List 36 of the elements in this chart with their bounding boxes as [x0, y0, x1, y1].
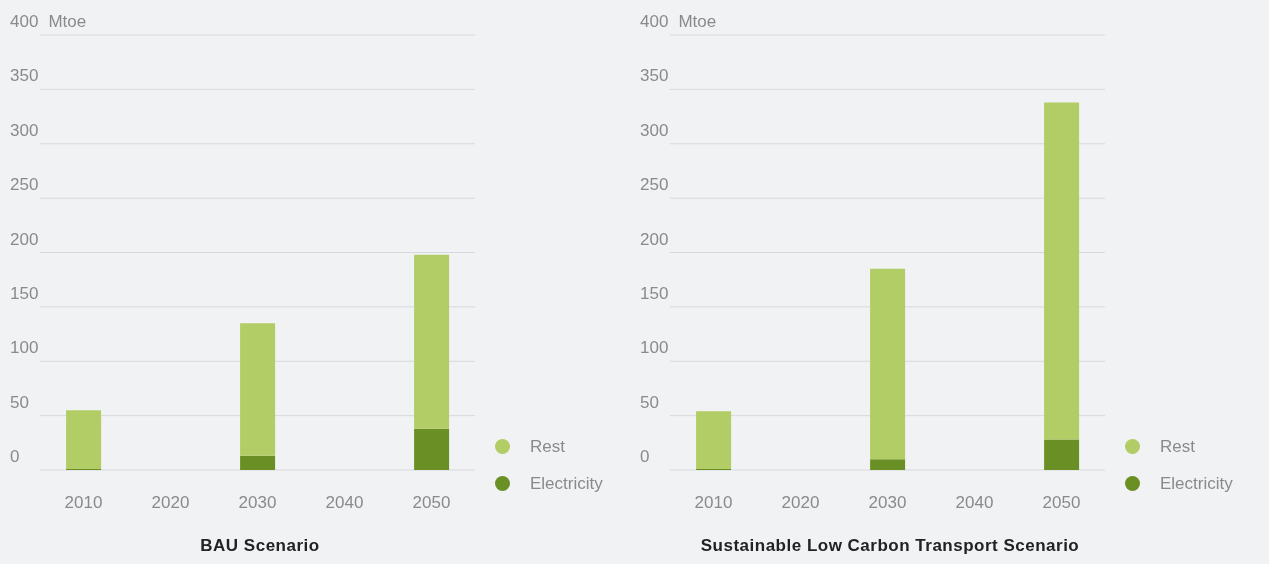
y-tick-label: 200 — [10, 229, 39, 249]
x-tick-label: 2050 — [1042, 493, 1081, 513]
x-tick-label: 2010 — [64, 493, 103, 513]
legend-label: Electricity — [530, 473, 603, 494]
y-tick-label: 100 — [640, 338, 669, 358]
x-tick-label: 2040 — [325, 493, 364, 513]
x-tick-label: 2050 — [412, 493, 451, 513]
x-tick-label: 2020 — [781, 493, 820, 513]
y-tick-label: 100 — [10, 338, 39, 358]
text: BAU Scenario — [199, 536, 321, 556]
y-axis-title: Mtoe — [678, 12, 717, 31]
x-tick-label: 2010 — [694, 493, 733, 513]
y-tick-label: 0 — [10, 447, 20, 466]
y-tick-label: 300 — [640, 120, 669, 140]
legend-label: Rest — [1160, 436, 1195, 457]
y-tick-label: 350 — [10, 66, 39, 86]
legend-label: Electricity — [1160, 473, 1233, 494]
y-tick-label: 50 — [640, 392, 659, 412]
x-tick-label: 2040 — [955, 493, 994, 513]
y-tick-label: 400 — [640, 12, 669, 31]
y-tick-label: 150 — [10, 283, 39, 303]
x-tick-label: 2030 — [868, 493, 907, 513]
x-tick-label: 2020 — [151, 493, 190, 513]
x-tick-label: 2030 — [238, 493, 277, 513]
y-tick-label: 250 — [10, 175, 39, 195]
y-tick-label: 0 — [640, 447, 650, 466]
text: Sustainable Low Carbon Transport Scenario — [699, 536, 1081, 556]
y-tick-label: 400 — [10, 12, 39, 31]
y-tick-label: 50 — [10, 392, 29, 412]
y-tick-label: 350 — [640, 66, 669, 86]
y-tick-label: 150 — [640, 283, 669, 303]
y-tick-label: 200 — [640, 229, 669, 249]
y-tick-label: 300 — [10, 120, 39, 140]
y-axis-title: Mtoe — [48, 12, 87, 31]
legend-label: Rest — [530, 436, 565, 457]
y-tick-label: 250 — [640, 175, 669, 195]
